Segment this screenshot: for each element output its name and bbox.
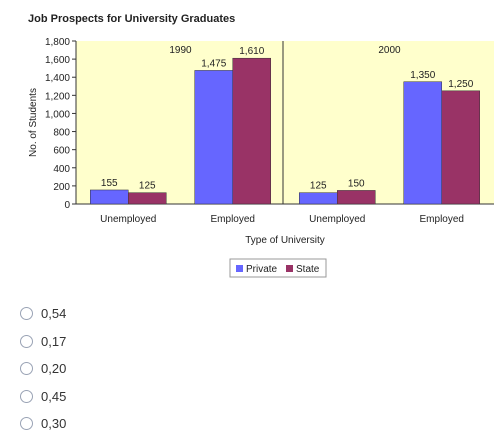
bar-private: [299, 192, 338, 205]
bar-state: [128, 192, 167, 205]
x-axis-label: Type of University: [245, 235, 324, 246]
y-tick-label: 1,400: [45, 73, 70, 84]
legend-label: Private: [246, 264, 278, 275]
answer-label: 0,30: [41, 416, 67, 432]
x-tick-label: Unemployed: [309, 214, 365, 225]
radio-button[interactable]: [20, 362, 33, 376]
group-label: 2000: [378, 45, 401, 56]
bar-state: [232, 57, 271, 205]
x-tick-label: Employed: [420, 214, 464, 225]
data-label: 1,475: [201, 58, 226, 69]
answer-label: 0,17: [41, 333, 67, 349]
radio-button[interactable]: [20, 417, 33, 431]
data-label: 150: [348, 178, 365, 189]
bar-state: [441, 90, 480, 205]
data-label: 1,350: [410, 70, 435, 81]
radio-button[interactable]: [20, 307, 33, 321]
answer-option-2[interactable]: 0,17: [20, 328, 66, 356]
answer-option-4[interactable]: 0,45: [20, 383, 66, 411]
answer-label: 0,20: [41, 361, 67, 377]
legend-swatch: [286, 265, 293, 272]
y-tick-label: 1,000: [45, 109, 70, 120]
answer-option-3[interactable]: 0,20: [20, 355, 66, 383]
bar-private: [194, 70, 233, 205]
data-label: 1,250: [448, 79, 473, 90]
legend: [229, 258, 327, 278]
legend-swatch: [236, 265, 243, 272]
y-tick-label: 400: [53, 164, 70, 175]
data-label: 125: [310, 181, 327, 192]
y-tick-label: 0: [64, 200, 70, 211]
bar-state: [337, 190, 376, 205]
group-label: 1990: [169, 45, 192, 56]
answer-options: 0,54 0,17 0,20 0,45 0,30: [20, 300, 66, 438]
answer-option-5[interactable]: 0,30: [20, 410, 66, 438]
bar-private: [403, 81, 442, 205]
y-tick-label: 1,600: [45, 55, 70, 66]
data-label: 1,610: [239, 46, 264, 57]
bar-private: [90, 189, 129, 205]
radio-button[interactable]: [20, 334, 33, 348]
legend-label: State: [296, 264, 320, 275]
y-tick-label: 200: [53, 182, 70, 193]
radio-button[interactable]: [20, 389, 33, 403]
data-label: 155: [101, 178, 118, 189]
data-label: 125: [139, 181, 156, 192]
answer-label: 0,54: [41, 306, 67, 322]
y-tick-label: 1,200: [45, 91, 70, 102]
chart-title: Job Prospects for University Graduates: [28, 13, 235, 25]
x-tick-label: Unemployed: [100, 214, 156, 225]
y-tick-label: 600: [53, 146, 70, 157]
chart: Job Prospects for University Graduates 0 2…: [28, 13, 494, 278]
answer-option-1[interactable]: 0,54: [20, 300, 66, 328]
y-tick-label: 800: [53, 128, 70, 139]
y-tick-label: 1,800: [45, 37, 70, 48]
y-axis-label: No. of Students: [28, 88, 39, 157]
x-tick-label: Employed: [211, 214, 255, 225]
answer-label: 0,45: [41, 388, 67, 404]
